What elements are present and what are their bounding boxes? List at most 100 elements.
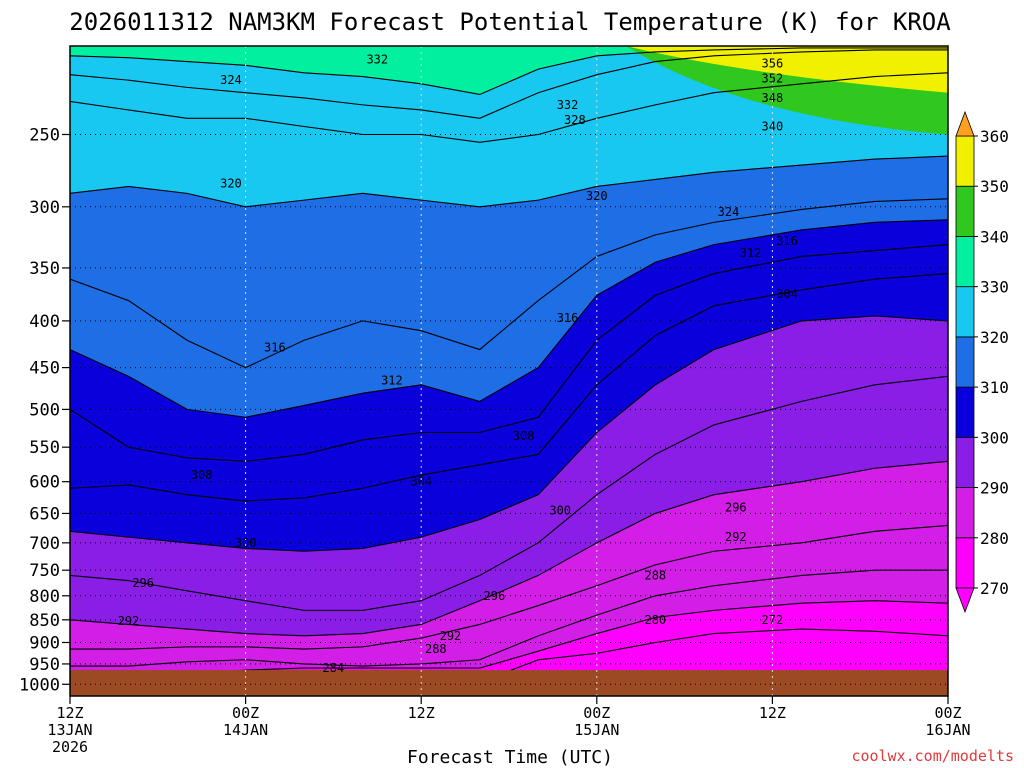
plot-frame	[69, 45, 949, 697]
x-tick-label: 00Z	[232, 704, 259, 722]
isentrope-304	[70, 273, 948, 502]
x-tick-label: 12Z	[408, 704, 435, 722]
contour-label: 356	[762, 56, 784, 70]
band-fill	[70, 46, 948, 95]
isentrope-300	[70, 315, 948, 552]
contour-label: 312	[740, 246, 762, 260]
x-tick-label: 12Z	[56, 704, 83, 722]
isentrope-292	[70, 460, 948, 637]
contour-labels: 3323243203323283203243563523483403163123…	[118, 53, 798, 675]
colorbar-label: 290	[980, 479, 1009, 498]
band-fill	[626, 46, 948, 70]
colorbar: 270 280 290 300 310 320 330 340 350 360	[955, 110, 1009, 614]
source-credit: coolwx.com/modelts	[851, 747, 1014, 765]
colorbar-label: 360	[980, 127, 1009, 146]
contour-label: 292	[118, 614, 140, 628]
isentrope-312	[70, 219, 948, 418]
y-axis: 2503003504004505005506006507007508008509…	[19, 125, 70, 695]
y-tick-label: 700	[29, 534, 60, 554]
colorbar-label: 320	[980, 328, 1009, 347]
contour-label: 284	[323, 661, 345, 675]
y-tick-label: 450	[29, 359, 60, 379]
y-tick-label: 500	[29, 400, 60, 420]
colorbar-band	[955, 135, 975, 187]
y-tick-label: 850	[29, 611, 60, 631]
chart-title: 2026011312 NAM3KM Forecast Potential Tem…	[69, 8, 951, 36]
colorbar-label: 350	[980, 177, 1009, 196]
contour-label: 348	[762, 91, 784, 105]
y-tick-label: 350	[29, 259, 60, 279]
x-tick-label: 13JAN	[47, 721, 92, 739]
y-tick-label: 300	[29, 198, 60, 218]
contour-label: 300	[549, 503, 571, 517]
colorbar-band	[955, 236, 975, 288]
contour-label: 308	[191, 468, 213, 482]
colorbar-min-arrow	[955, 587, 975, 614]
y-tick-label: 950	[29, 655, 60, 675]
colorbar-band	[955, 336, 975, 388]
contour-label: 304	[776, 287, 798, 301]
contour-label: 316	[557, 311, 579, 325]
plot-area: 3323243203323283203243563523483403163123…	[19, 45, 971, 756]
contour-label: 288	[425, 642, 447, 656]
contour-label: 296	[484, 589, 506, 603]
colorbar-label: 330	[980, 278, 1009, 297]
colorbar-label: 300	[980, 428, 1009, 447]
y-tick-label: 800	[29, 587, 60, 607]
contour-label: 324	[220, 73, 242, 87]
colorbar-band	[955, 436, 975, 488]
contour-label: 272	[762, 613, 784, 627]
contour-label: 352	[762, 71, 784, 85]
y-tick-label: 900	[29, 633, 60, 653]
contour-label: 324	[718, 205, 740, 219]
y-tick-label: 1000	[19, 675, 60, 695]
contour-label: 320	[220, 177, 242, 191]
contour-label: 292	[440, 629, 462, 643]
x-tick-label: 14JAN	[223, 721, 268, 739]
colorbar-band	[955, 487, 975, 539]
isentrope-324	[70, 72, 948, 143]
contour-label: 300	[235, 536, 257, 550]
contour-label: 296	[725, 500, 747, 514]
contour-label: 316	[776, 234, 798, 248]
x-tick-label: 2026	[52, 738, 88, 756]
contour-label: 288	[644, 568, 666, 582]
contour-label: 332	[366, 53, 388, 67]
contour-label: 320	[586, 189, 608, 203]
contour-label: 280	[644, 613, 666, 627]
contour-label: 312	[381, 374, 403, 388]
x-axis-title: Forecast Time (UTC)	[407, 747, 613, 768]
contour-label: 296	[132, 576, 154, 590]
isentrope-316	[70, 198, 948, 369]
colorbar-label: 310	[980, 378, 1009, 397]
colorbar-band	[955, 286, 975, 338]
x-tick-label: 16JAN	[925, 721, 970, 739]
colorbar-label: 340	[980, 227, 1009, 246]
isentrope-296	[70, 375, 948, 611]
x-tick-label: 12Z	[759, 704, 786, 722]
isentrope-332	[70, 47, 948, 96]
y-tick-label: 650	[29, 504, 60, 524]
y-tick-label: 750	[29, 561, 60, 581]
filled-bands	[70, 46, 948, 696]
colorbar-label: 280	[980, 529, 1009, 548]
contour-label: 332	[557, 98, 579, 112]
isentrope-284	[70, 569, 948, 667]
colorbar-max-arrow	[955, 110, 975, 137]
terrain	[70, 670, 948, 696]
y-tick-label: 600	[29, 473, 60, 493]
x-tick-label: 00Z	[934, 704, 961, 722]
colorbar-label: 270	[980, 579, 1009, 598]
contour-label: 304	[410, 475, 432, 489]
contour-label: 340	[762, 119, 784, 133]
y-tick-label: 250	[29, 125, 60, 145]
x-tick-label: 00Z	[583, 704, 610, 722]
colorbar-band	[955, 386, 975, 438]
colorbar-band	[955, 537, 975, 589]
contour-label: 316	[264, 341, 286, 355]
colorbar-band	[955, 185, 975, 237]
contour-label: 308	[513, 429, 535, 443]
x-tick-label: 15JAN	[574, 721, 619, 739]
